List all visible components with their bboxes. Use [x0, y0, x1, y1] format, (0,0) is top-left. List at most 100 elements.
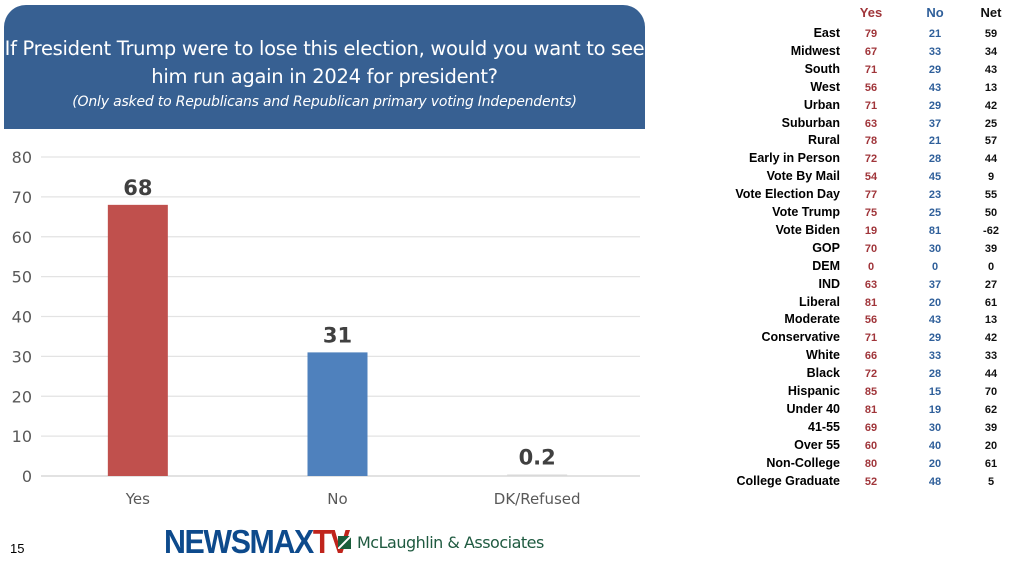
table-row: Under 40 81 19 62	[720, 402, 1024, 420]
no-value: 37	[928, 117, 942, 130]
mclaughlin-logo: McLaughlin & Associates	[338, 533, 544, 552]
header-yes: Yes	[859, 5, 883, 20]
row-label: GOP	[812, 240, 840, 255]
row-label: IND	[818, 276, 840, 291]
row-label: Moderate	[784, 312, 840, 327]
yes-value: 78	[864, 135, 878, 148]
row-label: Vote By Mail	[766, 169, 840, 184]
yes-value: 75	[864, 207, 878, 219]
table-header: Yes No Net	[720, 5, 1024, 23]
row-label: West	[810, 79, 840, 94]
row-label: South	[804, 61, 840, 76]
table-row: Early in Person 72 28 44	[720, 151, 1024, 169]
no-value: 30	[928, 421, 942, 434]
no-value: 15	[928, 386, 942, 398]
table-row: Moderate 56 43 13	[720, 312, 1024, 330]
question-note: (Only asked to Republicans and Republica…	[72, 94, 577, 110]
net-value: 62	[984, 403, 998, 416]
yes-value: 71	[864, 332, 878, 345]
net-value: -62	[983, 224, 999, 237]
table-row: DEM 0 0 0	[720, 259, 1024, 277]
row-label: DEM	[812, 258, 840, 273]
row-label: 41-55	[808, 419, 840, 434]
y-tick-label: 40	[12, 308, 32, 327]
y-tick-label: 80	[12, 148, 32, 167]
x-tick-label: No	[327, 490, 347, 508]
net-value: 13	[984, 314, 998, 327]
no-value: 20	[928, 296, 942, 309]
row-label: White	[805, 348, 840, 363]
yes-value: 63	[864, 278, 878, 291]
yes-value: 85	[864, 386, 878, 398]
yes-value: 80	[864, 457, 878, 470]
net-value: 42	[984, 332, 998, 345]
y-tick-label: 0	[22, 467, 32, 486]
bar-chart: 0 10 20 30 40 50 60 70 80 68 Yes 31 No 0.2 DK/Refused	[12, 148, 640, 508]
no-value: 45	[928, 171, 942, 184]
net-value: 39	[984, 242, 998, 255]
yes-value: 69	[864, 421, 878, 434]
row-label: Suburban	[781, 115, 840, 130]
table-row: White 66 33 33	[720, 348, 1024, 366]
net-value: 13	[984, 81, 998, 94]
yes-value: 52	[864, 475, 878, 488]
no-value: 28	[928, 368, 942, 381]
x-tick-label: DK/Refused	[494, 490, 581, 508]
net-value: 39	[984, 421, 998, 434]
row-label: Under 40	[786, 401, 841, 416]
table-row: Vote Biden 19 81 -62	[720, 223, 1024, 241]
row-label: East	[813, 26, 840, 40]
row-label: Conservative	[761, 330, 840, 345]
header-net: Net	[980, 5, 1002, 20]
no-value: 29	[928, 63, 942, 76]
net-value: 25	[984, 117, 998, 130]
table-row: Vote Trump 75 25 50	[720, 205, 1024, 223]
y-tick-label: 20	[12, 387, 32, 406]
net-value: 61	[984, 296, 998, 309]
table-row: Vote By Mail 54 45 9	[720, 169, 1024, 187]
mclaughlin-mark-icon	[338, 536, 351, 549]
question-banner: If President Trump were to lose this ele…	[4, 5, 645, 129]
no-value: 81	[928, 224, 942, 237]
yes-value: 66	[864, 350, 878, 363]
table-row: Conservative 71 29 42	[720, 330, 1024, 348]
table-row: GOP 70 30 39	[720, 241, 1024, 259]
table-row: Urban 71 29 42	[720, 98, 1024, 116]
data-label: 68	[123, 176, 152, 200]
table-row: Suburban 63 37 25	[720, 116, 1024, 134]
table-row: Midwest 67 33 34	[720, 44, 1024, 62]
yes-value: 60	[864, 439, 878, 452]
no-value: 33	[928, 350, 942, 363]
yes-value: 56	[864, 81, 878, 94]
table-row: Over 55 60 40 20	[720, 438, 1024, 456]
data-label: 31	[323, 323, 352, 347]
net-value: 59	[984, 28, 998, 40]
row-label: Liberal	[799, 294, 840, 309]
x-tick-label: Yes	[125, 490, 150, 508]
y-tick-label: 70	[12, 188, 32, 207]
y-tick-label: 10	[12, 427, 32, 446]
yes-value: 0	[867, 260, 875, 273]
row-label: Midwest	[790, 43, 840, 58]
table-row: IND 63 37 27	[720, 277, 1024, 295]
yes-value: 79	[864, 28, 878, 40]
table-row: West 56 43 13	[720, 80, 1024, 98]
yes-value: 56	[864, 314, 878, 327]
page-number: 15	[10, 541, 25, 556]
net-value: 34	[984, 45, 998, 58]
table-row: Rural 78 21 57	[720, 133, 1024, 151]
no-value: 48	[928, 475, 942, 488]
net-value: 33	[984, 350, 998, 363]
no-value: 21	[928, 135, 942, 148]
no-value: 40	[928, 439, 942, 452]
bar-no	[307, 352, 368, 476]
row-label: Early in Person	[748, 151, 840, 166]
bar-yes	[107, 204, 168, 476]
net-value: 55	[984, 189, 998, 202]
no-value: 29	[928, 99, 942, 112]
y-tick-label: 50	[12, 268, 32, 287]
net-value: 9	[987, 171, 995, 184]
row-label: Vote Biden	[775, 222, 840, 237]
no-value: 0	[931, 260, 939, 273]
data-label: 0.2	[519, 446, 556, 470]
